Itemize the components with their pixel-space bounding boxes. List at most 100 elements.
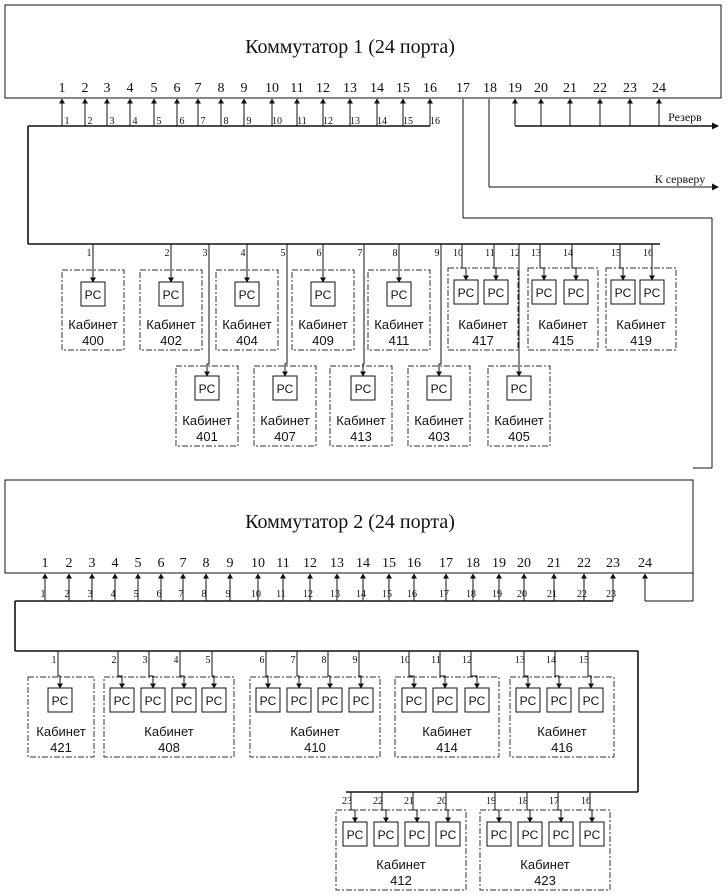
pc-label: PC	[353, 694, 370, 708]
pc-label: PC	[322, 694, 339, 708]
room-number-label: 409	[312, 333, 334, 348]
pc-icon	[234, 281, 260, 307]
drop-label: 7	[358, 248, 363, 259]
pc-label: PC	[52, 694, 69, 708]
room-word-label: Кабинет	[520, 857, 569, 872]
room-frame	[479, 809, 611, 891]
pc-label: PC	[378, 828, 395, 842]
switch-2-port-label: 15	[382, 556, 396, 571]
pc-icon	[483, 279, 509, 305]
drop-label: 3	[203, 248, 208, 259]
switch-2-port-label: 12	[303, 556, 317, 571]
pc-label: PC	[511, 382, 528, 396]
to-server-label: К серверу	[655, 172, 706, 186]
room-number-label: 405	[508, 429, 530, 444]
pc-label: PC	[440, 828, 457, 842]
room-number-label: 417	[472, 333, 494, 348]
drop-line	[211, 651, 217, 689]
cable-label: 14	[377, 116, 387, 127]
switch-1-port-label: 22	[593, 81, 607, 96]
pc-label: PC	[347, 828, 364, 842]
drop-line	[587, 651, 594, 689]
room-word-label: Кабинет	[222, 317, 271, 332]
switch-1-port-label: 19	[508, 81, 522, 96]
switch-1-port-label: 5	[151, 81, 158, 96]
switch-2-port-label: 1	[42, 556, 49, 571]
pc-label: PC	[239, 288, 256, 302]
pc-label: PC	[568, 286, 585, 300]
switch-2-port-label: 2	[66, 556, 73, 571]
drop-line	[494, 792, 502, 823]
switch-1-port-label: 2	[82, 81, 89, 96]
drop-line	[557, 792, 564, 823]
room-frame	[509, 676, 615, 758]
cable-label: 13	[330, 589, 340, 600]
room-word-label: Кабинет	[458, 317, 507, 332]
pc-icon	[80, 281, 106, 307]
room-number-label: 411	[389, 333, 410, 348]
cable-label: 20	[517, 589, 527, 600]
room-word-label: Кабинет	[36, 724, 85, 739]
switch-1-port-label: 10	[265, 81, 279, 96]
drop-label: 2	[165, 248, 170, 259]
pc-label: PC	[458, 286, 475, 300]
pc-icon	[171, 687, 197, 713]
cable-label: 5	[157, 116, 162, 127]
drop-label: 20	[437, 796, 447, 807]
drop-label: 16	[581, 796, 591, 807]
pc-icon	[109, 687, 135, 713]
switch-1-port-label: 15	[396, 81, 410, 96]
cable-label: 15	[382, 589, 392, 600]
cable-label: 9	[226, 589, 231, 600]
drop-line	[571, 244, 579, 281]
room-word-label: Кабинет	[336, 413, 385, 428]
room-frame	[407, 365, 471, 447]
switch-2-rooms: PC1Кабинет421PC2PC3PC4PC5Кабинет408PC6PC…	[27, 651, 615, 891]
drop-label: 9	[435, 248, 440, 259]
switch-1-port-label: 24	[652, 81, 666, 96]
cable-label: 4	[133, 116, 138, 127]
switch-2-port-label: 21	[547, 556, 561, 571]
room-word-label: Кабинет	[537, 724, 586, 739]
pc-label: PC	[291, 694, 308, 708]
switch-1-port-label: 1	[59, 81, 66, 96]
pc-label: PC	[522, 828, 539, 842]
room-frame	[335, 809, 467, 891]
room-word-label: Кабинет	[298, 317, 347, 332]
cable-label: 4	[111, 589, 116, 600]
room-number-label: 402	[160, 333, 182, 348]
room-frame	[291, 269, 355, 351]
pc-icon	[158, 281, 184, 307]
room-number-label: 421	[50, 740, 72, 755]
cable-label: 12	[303, 589, 313, 600]
pc-icon	[610, 279, 636, 305]
switch-2-port-label: 19	[492, 556, 506, 571]
room-number-label: 403	[428, 429, 450, 444]
room-word-label: Кабинет	[374, 317, 423, 332]
pc-label: PC	[491, 828, 508, 842]
switch-1-title: Коммутатор 1 (24 порта)	[245, 36, 455, 58]
cable-label: 1	[41, 589, 46, 600]
pc-label: PC	[315, 288, 332, 302]
drop-label: 1	[87, 248, 92, 259]
room-number-label: 415	[552, 333, 574, 348]
switch-1-port-label: 14	[370, 81, 384, 96]
room-frame	[215, 269, 279, 351]
switch-1-port-label: 23	[623, 81, 637, 96]
pc-label: PC	[431, 382, 448, 396]
switch-2-port-label: 23	[606, 556, 620, 571]
pc-icon	[310, 281, 336, 307]
drop-label: 21	[404, 796, 414, 807]
cable-label: 15	[403, 116, 413, 127]
cable-label: 23	[606, 589, 616, 600]
drop-label: 3	[143, 655, 148, 666]
drop-label: 2	[112, 655, 117, 666]
cable-label: 10	[251, 589, 261, 600]
drop-line	[204, 244, 210, 377]
drop-line	[412, 792, 420, 823]
drop-label: 1	[52, 655, 57, 666]
drop-line	[619, 244, 626, 281]
drop-label: 15	[579, 655, 589, 666]
pc-icon	[404, 821, 430, 847]
pc-label: PC	[437, 694, 454, 708]
